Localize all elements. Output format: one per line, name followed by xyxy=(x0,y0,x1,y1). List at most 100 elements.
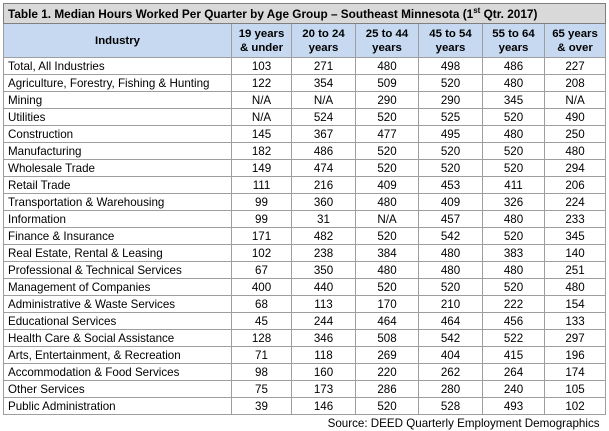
table-row: Public Administration 39 146 520 528 493 102 xyxy=(3,397,607,415)
hours-cell: 480 xyxy=(355,193,419,211)
header-label-line1: 25 to 44 xyxy=(365,27,409,40)
hours-cell: 103 xyxy=(231,57,292,75)
hours-cell: 409 xyxy=(355,176,419,194)
hours-cell: 264 xyxy=(482,363,545,381)
hours-cell: 118 xyxy=(291,346,356,364)
header-age-group: 55 to 64 years xyxy=(482,23,545,58)
table-caption: Table 1. Median Hours Worked Per Quarter… xyxy=(2,3,607,24)
hours-cell: 45 xyxy=(231,312,292,330)
hours-cell: 480 xyxy=(482,125,545,143)
table-row: Professional & Technical Services 67 350 48… xyxy=(3,261,607,279)
hours-cell: 133 xyxy=(543,312,607,330)
table-row: Other Services 75 173 286 280 240 105 xyxy=(3,380,607,398)
hours-cell: 493 xyxy=(482,397,545,415)
hours-cell: 105 xyxy=(543,380,607,398)
hours-cell: N/A xyxy=(291,91,356,109)
hours-cell: 480 xyxy=(482,210,545,228)
header-label-line2: years xyxy=(435,41,466,54)
hours-cell: 482 xyxy=(291,227,356,245)
industry-cell: Retail Trade xyxy=(3,176,232,194)
hours-cell: 524 xyxy=(291,108,356,126)
industry-cell: Utilities xyxy=(3,108,232,126)
hours-cell: 290 xyxy=(418,91,483,109)
table-row: Mining N/A N/A 290 290 345 N/A xyxy=(3,91,607,109)
hours-cell: 520 xyxy=(482,227,545,245)
hours-cell: 480 xyxy=(355,261,419,279)
hours-cell: 456 xyxy=(482,312,545,330)
hours-cell: 520 xyxy=(482,108,545,126)
hours-cell: 240 xyxy=(482,380,545,398)
hours-cell: 480 xyxy=(543,142,607,160)
hours-cell: 206 xyxy=(543,176,607,194)
header-age-group: 19 years & under xyxy=(231,23,292,58)
industry-cell: Public Administration xyxy=(3,397,232,415)
table-row: Agriculture, Forestry, Fishing & Hunting… xyxy=(3,74,607,92)
hours-cell: 346 xyxy=(291,329,356,347)
industry-cell: Professional & Technical Services xyxy=(3,261,232,279)
industry-cell: Transportation & Warehousing xyxy=(3,193,232,211)
hours-cell: 498 xyxy=(418,57,483,75)
hours-cell: 453 xyxy=(418,176,483,194)
hours-cell: 286 xyxy=(355,380,419,398)
hours-cell: 233 xyxy=(543,210,607,228)
hours-cell: 367 xyxy=(291,125,356,143)
industry-cell: Arts, Entertainment, & Recreation xyxy=(3,346,232,364)
hours-cell: 520 xyxy=(355,142,419,160)
hours-cell: 111 xyxy=(231,176,292,194)
header-label-line2: & under xyxy=(239,41,284,54)
hours-cell: 174 xyxy=(543,363,607,381)
hours-cell: 75 xyxy=(231,380,292,398)
table-row: Manufacturing 182 486 520 520 520 480 xyxy=(3,142,607,160)
hours-cell: 170 xyxy=(355,295,419,313)
hours-cell: 140 xyxy=(543,244,607,262)
industry-cell: Information xyxy=(3,210,232,228)
header-label-line2: & over xyxy=(557,41,593,54)
hours-cell: 224 xyxy=(543,193,607,211)
header-age-group: 20 to 24 years xyxy=(291,23,356,58)
hours-cell: 326 xyxy=(482,193,545,211)
industry-cell: Wholesale Trade xyxy=(3,159,232,177)
header-age-group: 45 to 54 years xyxy=(418,23,483,58)
hours-cell: 99 xyxy=(231,210,292,228)
hours-cell: 520 xyxy=(355,397,419,415)
hours-cell: 171 xyxy=(231,227,292,245)
hours-cell: 294 xyxy=(543,159,607,177)
industry-cell: Mining xyxy=(3,91,232,109)
hours-cell: 520 xyxy=(355,108,419,126)
hours-cell: 128 xyxy=(231,329,292,347)
hours-cell: 542 xyxy=(418,329,483,347)
hours-cell: 520 xyxy=(482,142,545,160)
table-row: Administrative & Waste Services 68 113 170 2… xyxy=(3,295,607,313)
hours-cell: 528 xyxy=(418,397,483,415)
hours-cell: 486 xyxy=(482,57,545,75)
industry-cell: Educational Services xyxy=(3,312,232,330)
hours-cell: 262 xyxy=(418,363,483,381)
industry-cell: Agriculture, Forestry, Fishing & Hunting xyxy=(3,74,232,92)
hours-cell: 520 xyxy=(418,278,483,296)
hours-cell: 182 xyxy=(231,142,292,160)
hours-cell: 31 xyxy=(291,210,356,228)
hours-cell: 384 xyxy=(355,244,419,262)
hours-cell: 160 xyxy=(291,363,356,381)
table-row: Retail Trade 111 216 409 453 411 206 xyxy=(3,176,607,194)
hours-cell: 480 xyxy=(482,74,545,92)
header-label-line1: 20 to 24 xyxy=(302,27,345,40)
hours-cell: 345 xyxy=(543,227,607,245)
hours-cell: 280 xyxy=(418,380,483,398)
table-row: Total, All Industries 103 271 480 498 486 227 xyxy=(3,57,607,75)
header-label-line2: years xyxy=(372,41,402,54)
hours-cell: 542 xyxy=(418,227,483,245)
industry-cell: Construction xyxy=(3,125,232,143)
hours-cell: 173 xyxy=(291,380,356,398)
hours-cell: 149 xyxy=(231,159,292,177)
hours-cell: 39 xyxy=(231,397,292,415)
header-label-line2: years xyxy=(308,41,339,54)
hours-cell: 383 xyxy=(482,244,545,262)
hours-cell: 508 xyxy=(355,329,419,347)
hours-cell: 196 xyxy=(543,346,607,364)
hours-cell: 71 xyxy=(231,346,292,364)
hours-cell: 98 xyxy=(231,363,292,381)
hours-cell: 345 xyxy=(482,91,545,109)
hours-cell: 251 xyxy=(543,261,607,279)
hours-cell: 227 xyxy=(543,57,607,75)
